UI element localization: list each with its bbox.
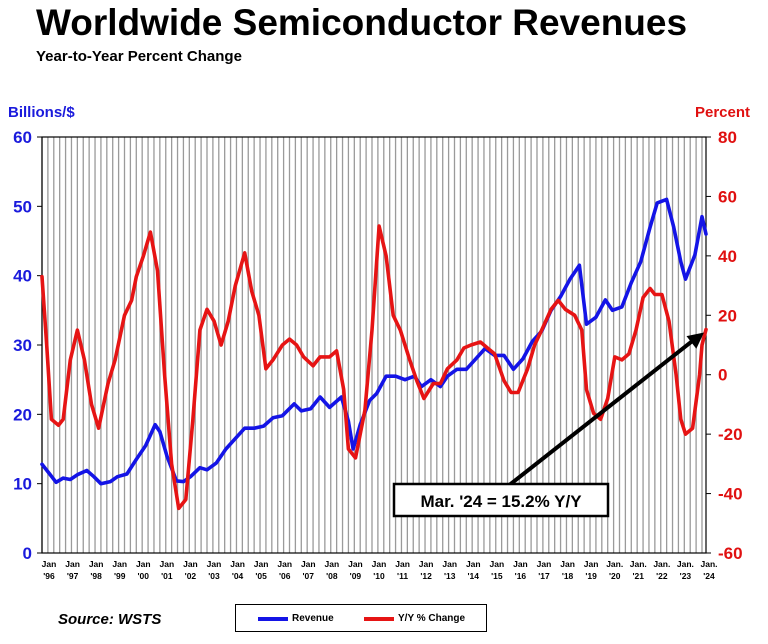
x-tick-label-year: '05 [255, 571, 267, 581]
x-tick-label-year: '02 [185, 571, 197, 581]
x-tick-label-year: '13 [444, 571, 456, 581]
x-tick-label-year: '24 [703, 571, 715, 581]
x-tick-label-month: Jan. [653, 559, 670, 569]
x-tick-label-year: '22 [656, 571, 668, 581]
x-tick-label-month: Jan [584, 559, 599, 569]
x-tick-label-month: Jan [419, 559, 434, 569]
x-tick-label-month: Jan [513, 559, 528, 569]
left-tick-label: 10 [13, 475, 32, 494]
x-tick-label-month: Jan [490, 559, 505, 569]
x-tick-label-year: '96 [43, 571, 55, 581]
series-yoy-line [40, 224, 708, 511]
x-tick-label-year: '06 [279, 571, 291, 581]
x-tick-label-month: Jan [442, 559, 457, 569]
right-axis-ticks: -60 -40 -20 0 20 40 60 80 [706, 128, 743, 563]
x-tick-label-month: Jan. [677, 559, 694, 569]
x-tick-label-year: '00 [138, 571, 150, 581]
x-tick-label-month: Jan [254, 559, 269, 569]
annotation-box [392, 482, 610, 518]
legend-item-yoy: Y/Y % Change [364, 613, 465, 624]
right-axis-label: Percent [694, 104, 750, 121]
x-axis-ticks: Jan '96 Jan '97 Jan '98 Jan '99 Jan '00 Jan '01 Jan '… [42, 559, 718, 581]
x-tick-label-year: '10 [373, 571, 385, 581]
legend: Revenue Y/Y % Change [235, 604, 487, 632]
annotation-arrowhead [686, 332, 704, 349]
x-tick-label-year: '15 [491, 571, 503, 581]
x-tick-label-month: Jan [466, 559, 481, 569]
right-tick-label: -60 [718, 544, 743, 563]
x-tick-label-year: '03 [208, 571, 220, 581]
legend-item-revenue: Revenue [258, 613, 334, 624]
annotation-text: Mar. '24 = 15.2% Y/Y [420, 492, 582, 511]
x-tick-label-month: Jan [348, 559, 363, 569]
x-tick-label-month: Jan [277, 559, 292, 569]
x-tick-label-month: Jan [207, 559, 222, 569]
left-tick-label: 20 [13, 405, 32, 424]
right-tick-label: 40 [718, 247, 737, 266]
x-tick-label-month: Jan. [700, 559, 717, 569]
x-tick-label-month: Jan [89, 559, 104, 569]
right-tick-label: -40 [718, 485, 743, 504]
x-tick-label-month: Jan [372, 559, 387, 569]
x-tick-label-year: '19 [585, 571, 597, 581]
left-tick-label: 50 [13, 197, 32, 216]
x-tick-label-year: '01 [161, 571, 173, 581]
annotation-arrow-line [506, 334, 700, 488]
x-tick-label-month: Jan [537, 559, 552, 569]
left-axis-label: Billions/$ [8, 104, 75, 121]
series-revenue-line [40, 197, 708, 486]
x-tick-label-month: Jan [42, 559, 57, 569]
chart-subtitle: Year-to-Year Percent Change [36, 48, 242, 65]
left-tick-label: 40 [13, 267, 32, 286]
x-tick-label-month: Jan [560, 559, 575, 569]
x-tick-label-year: '98 [90, 571, 102, 581]
right-tick-label: 20 [718, 306, 737, 325]
x-tick-label-month: Jan. [630, 559, 647, 569]
legend-swatch-yoy [364, 616, 394, 621]
x-tick-label-month: Jan [301, 559, 316, 569]
chart-title: Worldwide Semiconductor Revenues [36, 2, 688, 43]
legend-label-yoy: Y/Y % Change [398, 613, 466, 624]
left-tick-label: 60 [13, 128, 32, 147]
x-tick-label-year: '20 [609, 571, 621, 581]
right-tick-label: -20 [718, 425, 743, 444]
x-tick-label-year: '16 [515, 571, 527, 581]
right-tick-label: 0 [718, 366, 727, 385]
x-tick-label-year: '17 [538, 571, 550, 581]
legend-swatch-revenue [258, 616, 288, 621]
x-tick-label-year: '07 [303, 571, 315, 581]
x-tick-label-month: Jan [230, 559, 245, 569]
right-tick-label: 60 [718, 187, 737, 206]
x-tick-label-year: '18 [562, 571, 574, 581]
x-tick-label-year: '09 [350, 571, 362, 581]
x-tick-label-month: Jan [160, 559, 175, 569]
series-layer [40, 197, 708, 511]
source-note: Source: WSTS [58, 611, 162, 628]
x-tick-label-year: '99 [114, 571, 126, 581]
x-tick-label-year: '23 [680, 571, 692, 581]
x-tick-label-month: Jan [136, 559, 151, 569]
left-tick-label: 30 [13, 336, 32, 355]
x-tick-label-year: '21 [633, 571, 645, 581]
x-tick-label-month: Jan [325, 559, 340, 569]
x-tick-label-year: '12 [420, 571, 432, 581]
left-tick-label: 0 [23, 544, 32, 563]
x-tick-label-year: '97 [67, 571, 79, 581]
x-tick-label-month: Jan. [606, 559, 623, 569]
x-tick-label-year: '11 [397, 571, 408, 581]
x-tick-label-month: Jan [183, 559, 198, 569]
right-tick-label: 80 [718, 128, 737, 147]
x-tick-label-month: Jan [395, 559, 410, 569]
x-tick-label-month: Jan [112, 559, 127, 569]
legend-label-revenue: Revenue [292, 613, 334, 624]
x-tick-label-year: '04 [232, 571, 244, 581]
x-tick-label-month: Jan [65, 559, 80, 569]
left-axis-ticks: 0 10 20 30 40 50 60 [13, 128, 42, 563]
x-tick-label-year: '14 [468, 571, 480, 581]
x-tick-label-year: '08 [326, 571, 338, 581]
annotation-layer: Mar. '24 = 15.2% Y/Y [392, 332, 704, 518]
